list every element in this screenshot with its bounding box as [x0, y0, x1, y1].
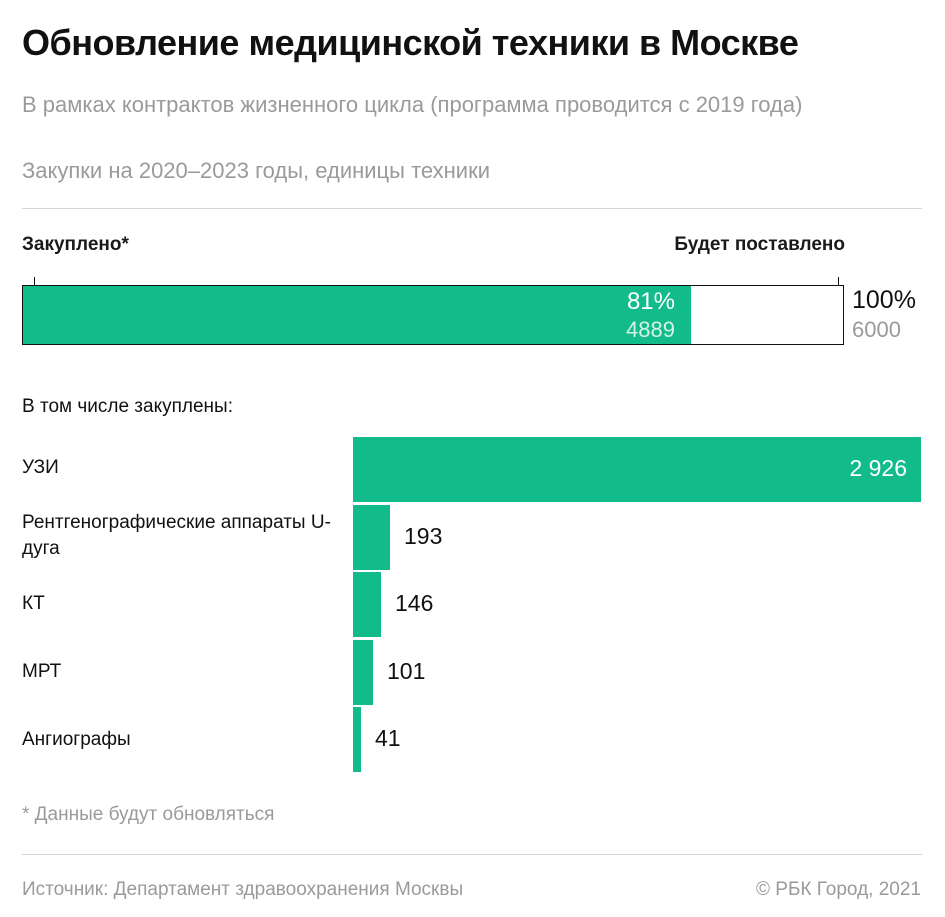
bar-value-label: 146: [395, 590, 434, 616]
bar: [353, 639, 373, 705]
bar-value-label: 41: [375, 725, 401, 751]
chart-subtitle: В рамках контрактов жизненного цикла (пр…: [22, 92, 803, 117]
total-progress-bar: 81% 4889: [22, 285, 844, 345]
bar-value-label: 2 926: [849, 455, 907, 481]
to-be-delivered-label: Будет поставлено: [674, 234, 845, 255]
purchased-count: 4889: [626, 317, 675, 342]
chart-units-subtitle: Закупки на 2020–2023 годы, единицы техни…: [22, 158, 491, 183]
purchased-fill-bar: [23, 286, 691, 344]
category-label: Ангиографы: [22, 729, 131, 750]
bar-value-label: 101: [387, 657, 426, 684]
bar: [353, 504, 390, 570]
total-percent: 100%: [852, 286, 916, 314]
source-text: Источник: Департамент здравоохранения Мо…: [22, 879, 464, 900]
category-label: УЗИ: [22, 457, 59, 478]
copyright-text: © РБК Город, 2021: [756, 879, 921, 900]
bar: [353, 572, 381, 637]
category-label: Рентгенографические аппараты U-дуга: [22, 512, 331, 559]
top-divider: [22, 208, 922, 209]
bottom-divider: [22, 854, 922, 855]
footnote: * Данные будут обновляться: [22, 804, 275, 825]
total-count: 6000: [852, 317, 901, 342]
breakdown-title: В том числе закуплены:: [22, 396, 233, 417]
chart-title: Обновление медицинской техники в Москве: [22, 22, 799, 63]
category-label: КТ: [22, 593, 45, 614]
category-label: МРТ: [22, 661, 62, 682]
purchased-label: Закуплено*: [22, 234, 129, 255]
bar: [353, 707, 361, 772]
bar-value-label: 193: [404, 522, 443, 549]
purchased-percent: 81%: [626, 288, 675, 315]
bar: [353, 437, 921, 502]
